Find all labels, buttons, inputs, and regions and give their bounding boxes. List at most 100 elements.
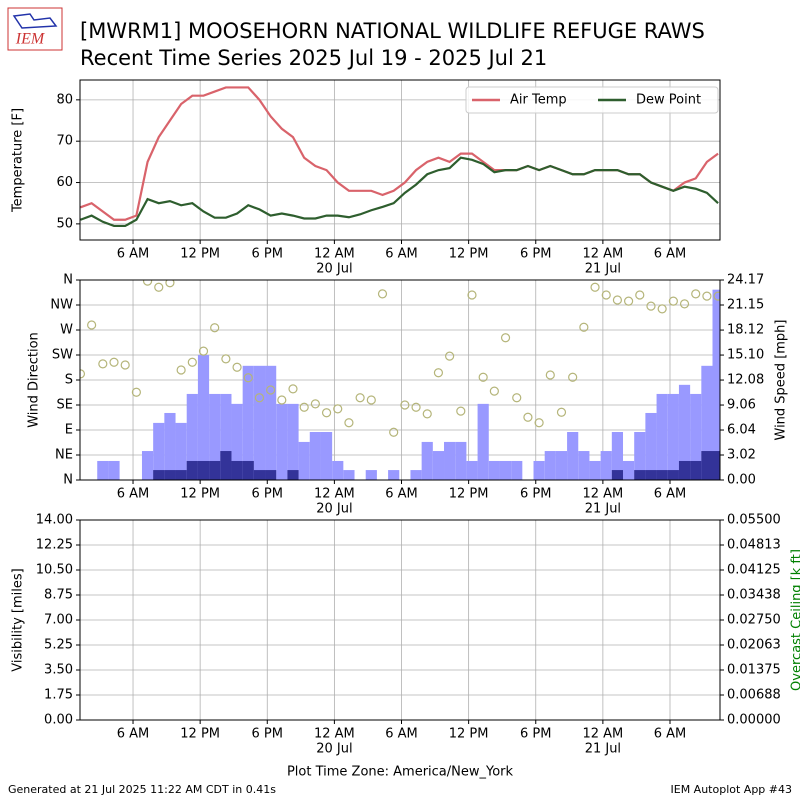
- y-tick-label: 5.25: [44, 638, 73, 653]
- x-tick-label: 6 PM: [252, 247, 283, 262]
- bar: [578, 451, 589, 480]
- x-date-label: 21 Jul: [585, 262, 621, 277]
- x-tick-label: 6 AM: [385, 487, 418, 502]
- scatter-point: [703, 292, 711, 300]
- y2-tick-label: 0.04125: [727, 563, 781, 578]
- scatter-point: [345, 419, 353, 427]
- y2-tick-label: 0.02063: [727, 638, 781, 653]
- x-tick-label: 6 AM: [654, 727, 687, 742]
- y-axis-label: Wind Direction: [27, 332, 42, 428]
- scatter-point: [155, 283, 163, 291]
- bar: [332, 461, 343, 480]
- y2-tick-label: 0.04813: [727, 538, 781, 553]
- bar: [366, 470, 377, 480]
- scatter-point: [177, 366, 185, 374]
- scatter-point: [188, 358, 196, 366]
- x-tick-label: 6 AM: [117, 487, 150, 502]
- scatter-point: [311, 400, 319, 408]
- y2-axis-label: Wind Speed [mph]: [774, 320, 789, 441]
- bar: [243, 461, 254, 480]
- bar: [679, 461, 690, 480]
- scatter-point: [658, 305, 666, 313]
- bar: [321, 432, 332, 480]
- scatter-point: [200, 347, 208, 355]
- y-tick-label: N: [63, 273, 73, 288]
- bar: [701, 451, 712, 480]
- bar: [254, 366, 265, 480]
- bar: [601, 451, 612, 480]
- bar: [589, 461, 600, 480]
- y2-tick-label: 0.03438: [727, 588, 781, 603]
- x-tick-label: 6 AM: [385, 247, 418, 262]
- bar: [657, 470, 668, 480]
- bar: [153, 470, 164, 480]
- x-tick-label: 6 AM: [385, 727, 418, 742]
- scatter-point: [367, 396, 375, 404]
- y-tick-label: 3.50: [44, 663, 73, 678]
- bar: [220, 451, 231, 480]
- scatter-point: [591, 283, 599, 291]
- bar: [310, 432, 321, 480]
- bar: [545, 451, 556, 480]
- title-line: Recent Time Series 2025 Jul 19 - 2025 Ju…: [80, 46, 547, 70]
- bar: [108, 461, 119, 480]
- x-axis-label: Plot Time Zone: America/New_York: [287, 765, 514, 780]
- legend-label: Air Temp: [510, 93, 567, 108]
- scatter-point: [681, 300, 689, 308]
- y2-axis-label: Overcast Ceiling [k ft]: [790, 549, 800, 691]
- y-tick-label: SE: [57, 398, 73, 413]
- y2-tick-label: 21.15: [727, 297, 764, 312]
- y2-tick-label: 0.01375: [727, 663, 781, 678]
- bar: [668, 394, 679, 480]
- y-tick-label: 8.75: [44, 588, 73, 603]
- y-tick-label: 50: [56, 216, 73, 231]
- x-tick-label: 12 PM: [180, 487, 220, 502]
- x-date-label: 21 Jul: [585, 502, 621, 517]
- scatter-point: [502, 334, 510, 342]
- scatter-point: [356, 394, 364, 402]
- bar: [634, 470, 645, 480]
- scatter-point: [434, 369, 442, 377]
- title-line: [MWRM1] MOOSEHORN NATIONAL WILDLIFE REFU…: [80, 19, 705, 43]
- bar: [657, 394, 668, 480]
- scatter-point: [99, 360, 107, 368]
- scatter-point: [378, 290, 386, 298]
- bar: [567, 432, 578, 480]
- bar: [343, 470, 354, 480]
- scatter-point: [636, 291, 644, 299]
- y2-tick-label: 6.04: [727, 423, 756, 438]
- footer-left: Generated at 21 Jul 2025 11:22 AM CDT in…: [8, 783, 276, 796]
- x-tick-label: 12 AM: [582, 487, 623, 502]
- scatter-point: [513, 394, 521, 402]
- y2-tick-label: 15.10: [727, 348, 764, 363]
- y2-tick-label: 0.00: [727, 473, 756, 488]
- logo-text: IEM: [15, 31, 46, 48]
- x-tick-label: 6 PM: [252, 487, 283, 502]
- bar: [478, 404, 489, 480]
- y2-tick-label: 0.00000: [727, 713, 781, 728]
- y-tick-label: 0.00: [44, 713, 73, 728]
- bar: [198, 461, 209, 480]
- bar: [142, 451, 153, 480]
- scatter-point: [524, 413, 532, 421]
- bar: [299, 442, 310, 480]
- y-tick-label: 1.75: [44, 688, 73, 703]
- y-tick-label: S: [65, 373, 73, 388]
- bar: [534, 461, 545, 480]
- scatter-point: [602, 291, 610, 299]
- scatter-point: [121, 361, 129, 369]
- bar: [176, 470, 187, 480]
- scatter-point: [144, 277, 152, 285]
- scatter-point: [557, 408, 565, 416]
- x-tick-label: 12 PM: [180, 727, 220, 742]
- x-tick-label: 12 PM: [180, 247, 220, 262]
- bar: [455, 442, 466, 480]
- x-tick-label: 12 AM: [314, 247, 355, 262]
- y2-tick-label: 3.02: [727, 448, 756, 463]
- scatter-point: [211, 324, 219, 332]
- scatter-point: [412, 403, 420, 411]
- x-tick-label: 6 AM: [117, 727, 150, 742]
